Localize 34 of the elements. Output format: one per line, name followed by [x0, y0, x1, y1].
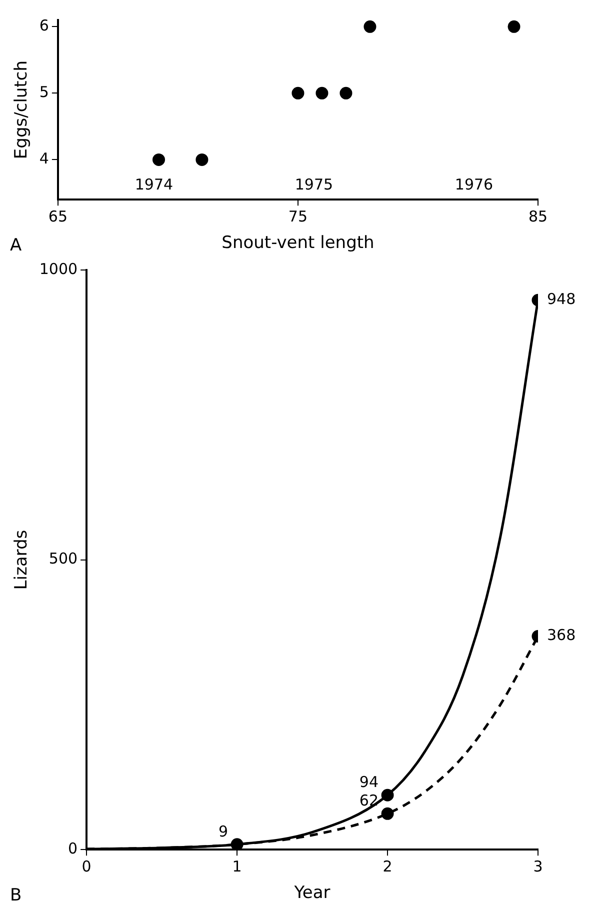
point [340, 86, 352, 100]
y-axis-title: Eggs/clutch [12, 60, 32, 160]
point [152, 153, 166, 166]
text: A [10, 235, 22, 256]
x-tick-label: 75 [288, 207, 308, 226]
point [508, 20, 520, 33]
y-tick-label: 1000 [39, 260, 78, 278]
y-tick-label: 4 [39, 150, 49, 168]
x-tick-label: 0 [82, 857, 92, 876]
x-tick-label: 2 [382, 857, 392, 876]
x-tick-label: 85 [528, 207, 548, 226]
point [381, 807, 394, 820]
data-label: 9 [218, 822, 228, 840]
annotation: 1974 [134, 175, 174, 194]
x-tick-label: 65 [48, 207, 68, 226]
text: B [10, 885, 22, 906]
y-tick-label: 5 [39, 83, 49, 102]
y-tick-label: 500 [48, 550, 78, 568]
y-axis-title: Lizards [12, 530, 32, 590]
point [196, 153, 208, 166]
annotation: 1976 [454, 175, 494, 194]
x-axis-title: Year [293, 883, 330, 904]
x-axis-title: Snout-vent length [222, 233, 374, 254]
data-label: 368 [547, 626, 576, 644]
annotation: 1975 [294, 175, 334, 194]
x-tick-label: 3 [533, 857, 543, 876]
point [316, 86, 328, 100]
y-tick-label: 6 [39, 16, 49, 35]
x-tick-label: 1 [232, 857, 242, 876]
data-label: 94 [359, 773, 379, 792]
y-tick-label: 0 [68, 839, 78, 858]
point [292, 86, 304, 100]
point [364, 20, 376, 33]
data-label: 948 [547, 290, 576, 308]
